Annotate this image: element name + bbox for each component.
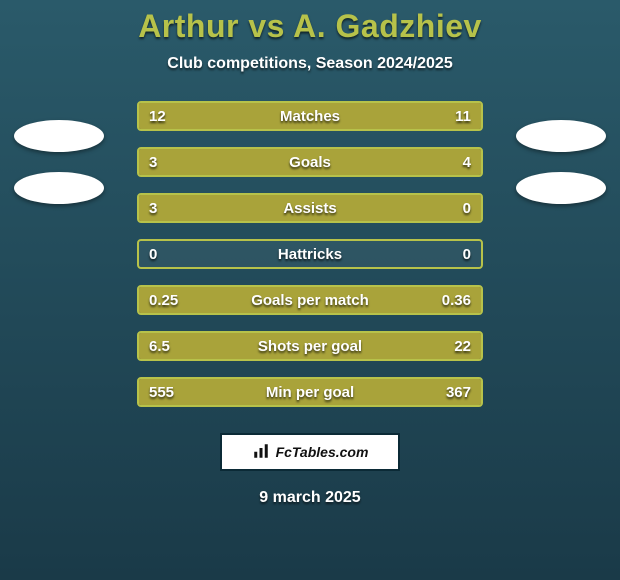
stat-row: 30Assists xyxy=(137,193,483,223)
stat-row: 0.250.36Goals per match xyxy=(137,285,483,315)
stat-row: 00Hattricks xyxy=(137,239,483,269)
comparison-canvas: Arthur vs A. Gadzhiev Club competitions,… xyxy=(0,0,620,580)
stat-row: 34Goals xyxy=(137,147,483,177)
player-right-badge-2 xyxy=(516,172,606,204)
date-label: 9 march 2025 xyxy=(0,489,620,507)
player-left-badge-2 xyxy=(14,172,104,204)
page-title: Arthur vs A. Gadzhiev xyxy=(0,8,620,45)
player-right-badge-1 xyxy=(516,120,606,152)
stat-row: 1211Matches xyxy=(137,101,483,131)
stat-label: Goals per match xyxy=(139,287,481,313)
stat-row: 555367Min per goal xyxy=(137,377,483,407)
brand-footer: FcTables.com xyxy=(220,433,400,471)
chart-icon xyxy=(252,442,270,463)
page-subtitle: Club competitions, Season 2024/2025 xyxy=(0,55,620,73)
stat-label: Shots per goal xyxy=(139,333,481,359)
stat-label: Matches xyxy=(139,103,481,129)
stat-label: Goals xyxy=(139,149,481,175)
player-left-badge-1 xyxy=(14,120,104,152)
stat-label: Assists xyxy=(139,195,481,221)
stat-rows: 1211Matches 34Goals 30Assists 00Hattricks 0.… xyxy=(0,101,620,407)
stat-row: 6.522Shots per goal xyxy=(137,331,483,361)
stat-label: Min per goal xyxy=(139,379,481,405)
brand-label: FcTables.com xyxy=(276,444,369,460)
stat-label: Hattricks xyxy=(139,241,481,267)
